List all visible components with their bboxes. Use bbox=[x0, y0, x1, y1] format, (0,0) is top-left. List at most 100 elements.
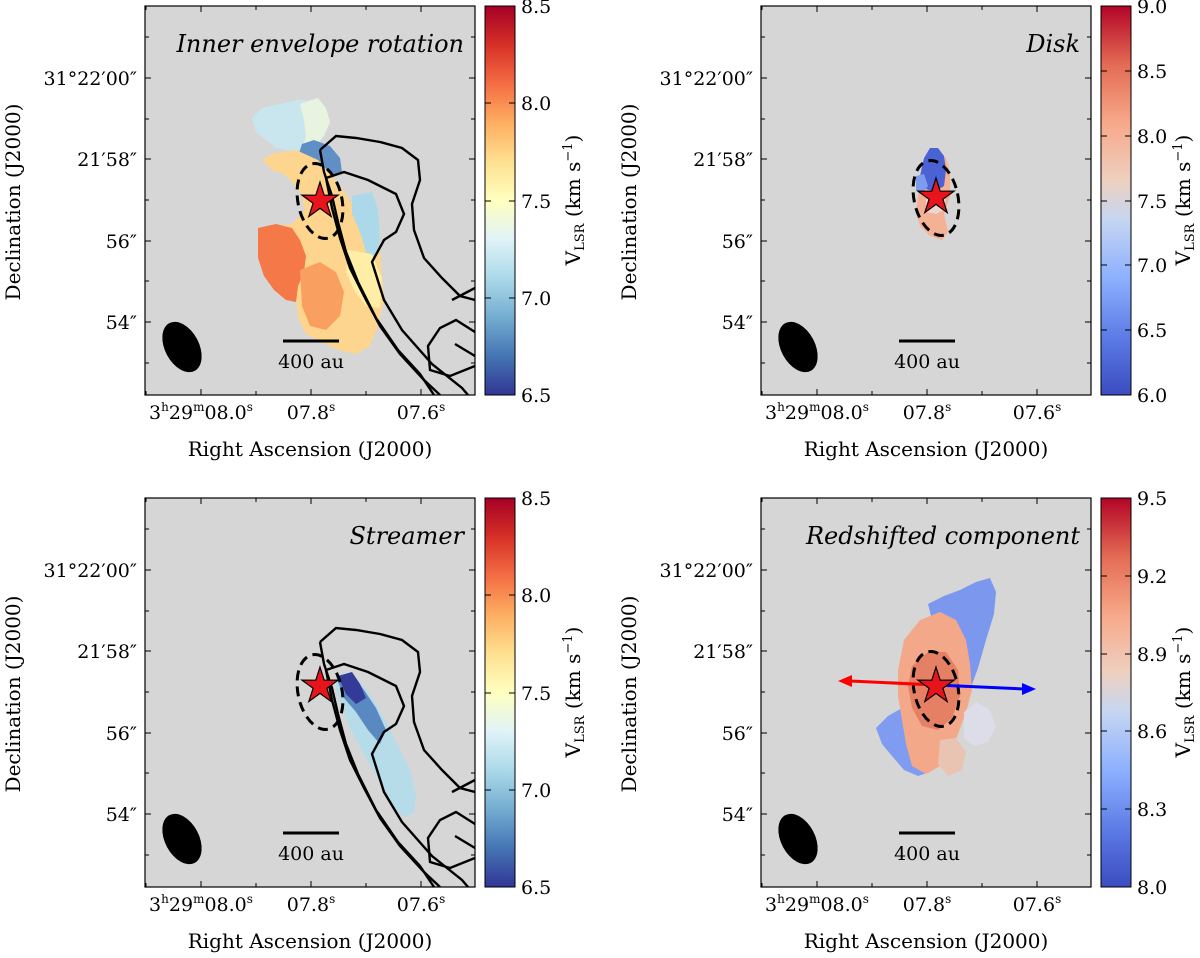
panel-title: Redshifted component bbox=[805, 522, 1080, 550]
y-axis-label: Declination (J2000) bbox=[1, 104, 25, 301]
emission-blue-edge bbox=[916, 174, 928, 194]
colorbar-tick-label: 7.5 bbox=[1137, 191, 1167, 213]
streamer-contours bbox=[318, 134, 475, 395]
contour-inner bbox=[324, 662, 475, 887]
emission-blue bbox=[920, 148, 946, 192]
scalebar-label: 400 au bbox=[278, 351, 344, 373]
dec-tick-label: 31°22′00″ bbox=[660, 560, 753, 582]
red-outflow-arrow bbox=[849, 679, 937, 687]
disk-ellipse bbox=[911, 159, 961, 237]
colorbar-tick-label: 8.5 bbox=[521, 0, 551, 18]
emission-streamer-dark bbox=[338, 672, 366, 704]
ra-tick-label: 3h29m08.0s bbox=[765, 400, 869, 424]
ra-tick-label: 07.6s bbox=[1013, 400, 1061, 424]
colorbar-ticks bbox=[1101, 575, 1131, 810]
ra-tick-label: 07.8s bbox=[903, 400, 951, 424]
blue-arrowhead bbox=[1022, 683, 1036, 695]
panel-disk: 400 au Disk 31°22′00″ 21′58″ 56″ 54″ 3h2… bbox=[617, 0, 1198, 461]
dec-tick-label: 21′58″ bbox=[77, 641, 137, 663]
emission-orange-west bbox=[258, 224, 306, 302]
colorbar bbox=[1100, 497, 1132, 888]
dec-tick-labels: 31°22′00″ 21′58″ 56″ 54″ bbox=[660, 68, 753, 334]
protostar-marker bbox=[916, 176, 956, 215]
beam-ellipse bbox=[778, 321, 818, 373]
outflow-arrows bbox=[838, 675, 1036, 695]
dec-tick-labels: 31°22′00″ 21′58″ 56″ 54″ bbox=[44, 68, 137, 334]
streamer-contours bbox=[318, 626, 475, 887]
dec-tick-labels: 31°22′00″ 21′58″ 56″ 54″ bbox=[44, 560, 137, 826]
panel-title: Streamer bbox=[349, 522, 465, 550]
beam-ellipse bbox=[778, 813, 818, 865]
dec-tick-label: 54″ bbox=[722, 804, 753, 826]
emission-transition bbox=[300, 98, 330, 150]
protostar-marker bbox=[916, 665, 956, 704]
protostar-marker bbox=[300, 180, 340, 219]
colorbar-tick-label: 6.5 bbox=[521, 385, 551, 407]
scalebar-label: 400 au bbox=[278, 843, 344, 865]
colorbar-ticks bbox=[1101, 70, 1131, 331]
colorbar-tick-label: 8.3 bbox=[1137, 799, 1167, 821]
colorbar-tick-label: 7.5 bbox=[521, 191, 551, 213]
colorbar-tick-label: 9.5 bbox=[1137, 488, 1167, 510]
colorbar-tick-label: 8.0 bbox=[1137, 126, 1167, 148]
y-axis-label: Declination (J2000) bbox=[617, 104, 641, 301]
emission-pale-southeast bbox=[938, 738, 966, 776]
panel-title: Disk bbox=[1025, 30, 1080, 58]
dec-tick-label: 21′58″ bbox=[693, 641, 753, 663]
ra-tick-label: 07.6s bbox=[1013, 892, 1061, 916]
colorbar-tick-label: 8.0 bbox=[521, 585, 551, 607]
colorbar-tick-labels: 9.5 9.2 8.9 8.6 8.3 8.0 bbox=[1137, 488, 1167, 899]
dec-tick-label: 56″ bbox=[722, 231, 753, 253]
colorbar-tick-label: 8.6 bbox=[1137, 721, 1167, 743]
colorbar-tick-label: 8.0 bbox=[1137, 877, 1167, 899]
emission-cyan-east bbox=[352, 192, 380, 262]
ticks bbox=[761, 498, 1091, 887]
x-axis-label: Right Ascension (J2000) bbox=[188, 929, 433, 953]
colorbar-tick-label: 8.5 bbox=[1137, 61, 1167, 83]
colorbar-ticks bbox=[485, 594, 515, 791]
scalebar-label: 400 au bbox=[894, 351, 960, 373]
colorbar-tick-label: 7.5 bbox=[521, 683, 551, 705]
colorbar-tick-label: 7.0 bbox=[1137, 255, 1167, 277]
ticks bbox=[145, 6, 475, 395]
dec-tick-label: 31°22′00″ bbox=[660, 68, 753, 90]
ra-tick-label: 07.8s bbox=[903, 892, 951, 916]
y-axis-label: Declination (J2000) bbox=[1, 596, 25, 793]
colorbar-tick-label: 8.9 bbox=[1137, 644, 1167, 666]
colorbar-tick-label: 7.0 bbox=[521, 288, 551, 310]
colorbar-label: VLSR (km s−1) bbox=[561, 135, 588, 267]
colorbar-label: VLSR (km s−1) bbox=[561, 627, 588, 759]
ra-tick-label: 3h29m08.0s bbox=[149, 400, 253, 424]
red-arrowhead bbox=[838, 675, 852, 687]
colorbar-tick-labels: 8.5 8.0 7.5 7.0 6.5 bbox=[521, 488, 551, 899]
ticks bbox=[761, 6, 1091, 395]
colorbar-tick-label: 6.0 bbox=[1137, 385, 1167, 407]
colorbar-tick-label: 8.5 bbox=[521, 488, 551, 510]
dec-tick-label: 54″ bbox=[106, 804, 137, 826]
contour-inner bbox=[324, 170, 475, 395]
dec-tick-label: 31°22′00″ bbox=[44, 560, 137, 582]
ra-tick-label: 07.6s bbox=[397, 400, 445, 424]
dec-tick-label: 56″ bbox=[106, 231, 137, 253]
ra-tick-labels: 3h29m08.0s 07.8s 07.6s bbox=[765, 400, 1061, 424]
colorbar-label: VLSR (km s−1) bbox=[1171, 627, 1198, 759]
colorbar-ticks bbox=[485, 102, 515, 299]
ticks bbox=[145, 498, 475, 887]
ra-tick-label: 3h29m08.0s bbox=[765, 892, 869, 916]
ra-tick-labels: 3h29m08.0s 07.8s 07.6s bbox=[149, 400, 445, 424]
dec-tick-label: 56″ bbox=[722, 723, 753, 745]
colorbar-label: VLSR (km s−1) bbox=[1171, 135, 1198, 267]
blue-outflow-arrow bbox=[935, 683, 1025, 691]
ra-tick-label: 3h29m08.0s bbox=[149, 892, 253, 916]
beam-ellipse bbox=[162, 321, 202, 373]
disk-ellipse bbox=[911, 650, 961, 728]
x-axis-label: Right Ascension (J2000) bbox=[804, 929, 1049, 953]
dec-tick-label: 31°22′00″ bbox=[44, 68, 137, 90]
colorbar-tick-label: 9.0 bbox=[1137, 0, 1167, 18]
colorbar-tick-label: 8.0 bbox=[521, 93, 551, 115]
x-axis-label: Right Ascension (J2000) bbox=[804, 437, 1049, 461]
panel-inner-envelope: 400 au Inner envelope rotation 31°22′00″… bbox=[1, 0, 588, 461]
x-axis-label: Right Ascension (J2000) bbox=[188, 437, 433, 461]
colorbar-tick-label: 6.5 bbox=[1137, 320, 1167, 342]
